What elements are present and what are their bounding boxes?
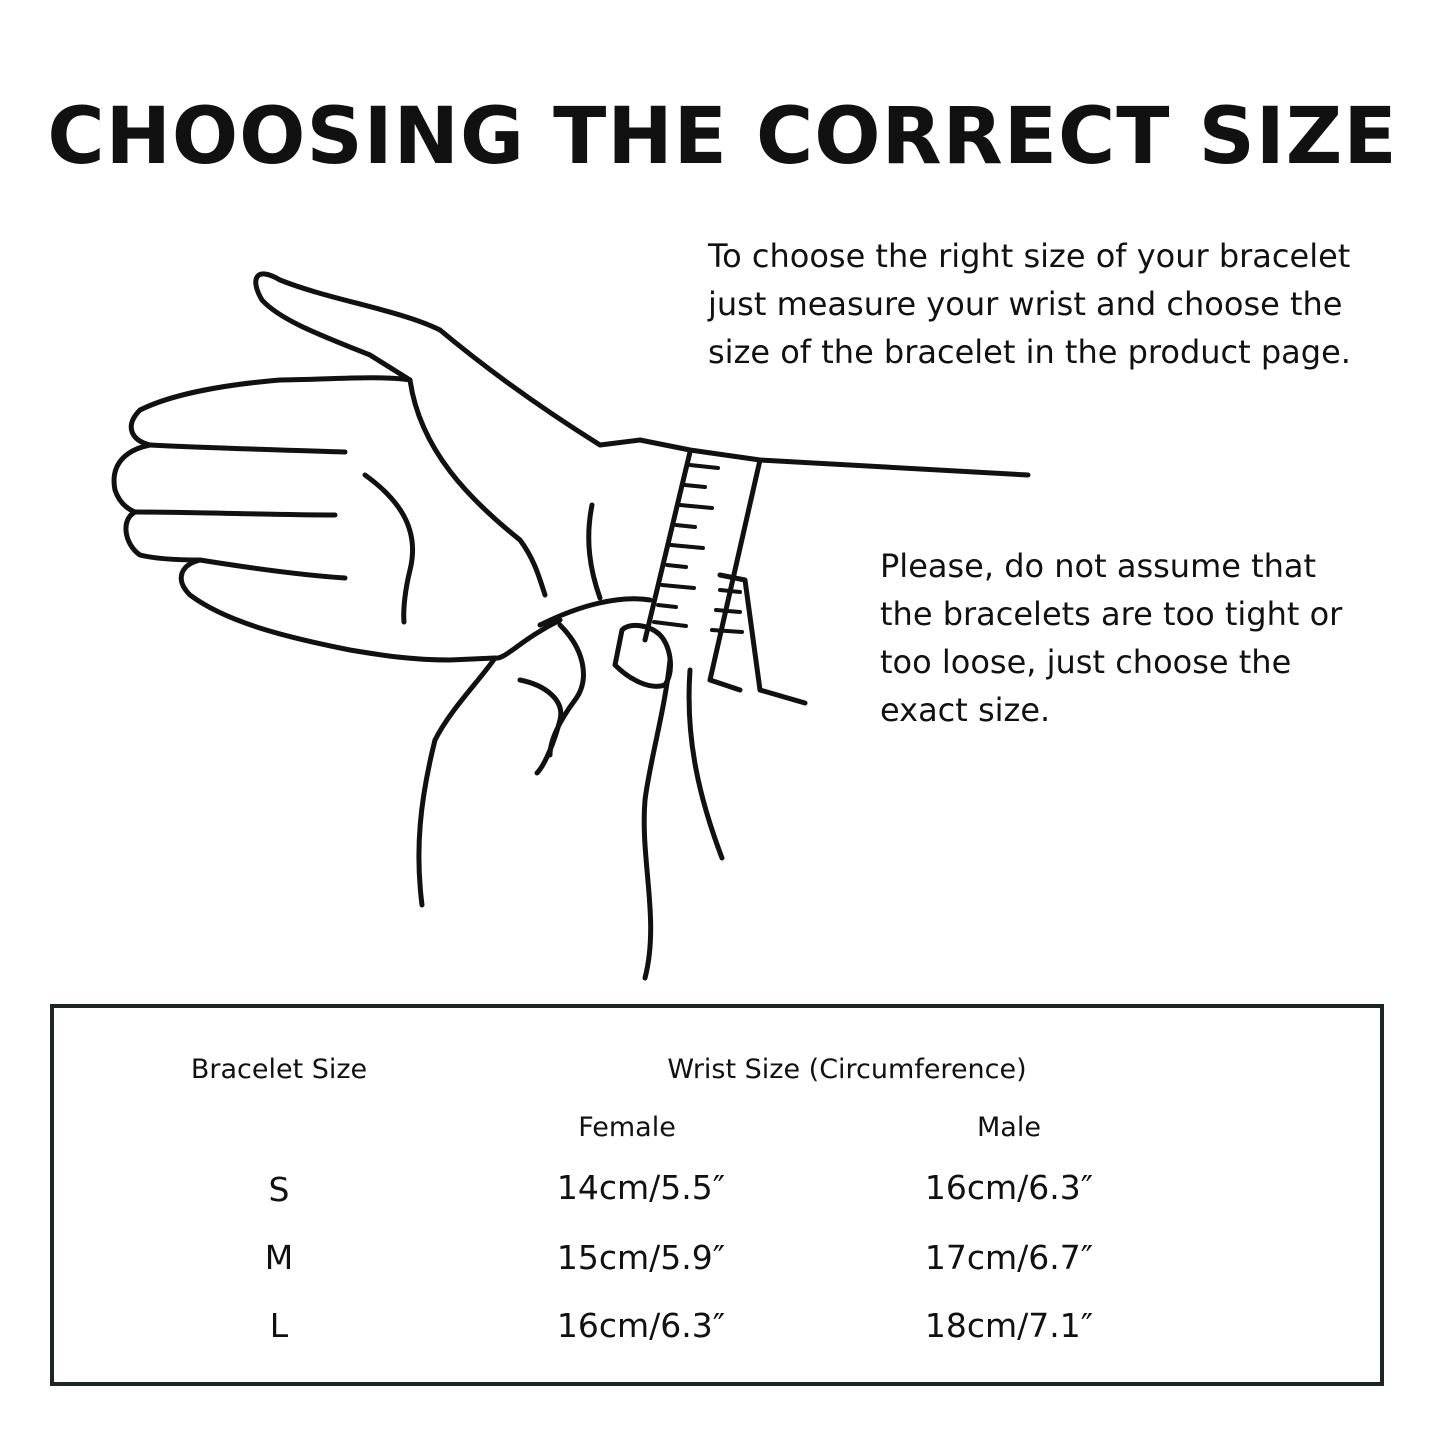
forearm-line — [686, 667, 725, 861]
hand-measuring-illustration — [111, 271, 1031, 981]
intro-line: size of the bracelet in the product page… — [708, 333, 1351, 371]
thumb-outline — [612, 622, 673, 689]
intro-line: To choose the right size of your bracele… — [708, 237, 1351, 275]
header-wrist-size: Wrist Size (Circumference) — [667, 1054, 1027, 1085]
forearm-line — [641, 657, 673, 981]
tape-ticks — [652, 463, 744, 634]
intro-line: just measure your wrist and choose the — [708, 285, 1343, 323]
row-m-size: M — [264, 1238, 294, 1277]
thumb-line — [407, 377, 548, 598]
tape-measure — [642, 449, 808, 706]
palm-line — [362, 472, 416, 625]
size-chart-table: Bracelet Size Wrist Size (Circumference)… — [50, 1004, 1384, 1386]
note-line: the bracelets are too tight or — [880, 595, 1343, 633]
wrist-line — [586, 502, 603, 601]
header-female: Female — [578, 1112, 676, 1143]
header-male: Male — [977, 1112, 1041, 1143]
row-m-female: 15cm/5.9″ — [556, 1238, 726, 1277]
finger-line — [132, 509, 338, 518]
intro-text: To choose the right size of your bracele… — [708, 232, 1408, 376]
row-m-male: 17cm/6.7″ — [924, 1238, 1094, 1277]
row-l-size: L — [269, 1306, 289, 1345]
row-l-male: 18cm/7.1″ — [924, 1306, 1094, 1345]
note-line: too loose, just choose the — [880, 643, 1292, 681]
row-s-male: 16cm/6.3″ — [924, 1168, 1094, 1207]
row-l-female: 16cm/6.3″ — [556, 1306, 726, 1345]
lower-hand-finger — [492, 596, 653, 661]
header-bracelet-size: Bracelet Size — [190, 1054, 368, 1085]
finger-line — [197, 557, 348, 581]
note-text: Please, do not assume that the bracelets… — [880, 542, 1400, 734]
hand-outline — [111, 271, 1031, 663]
knuckle-line — [517, 622, 586, 776]
note-line: Please, do not assume that — [880, 547, 1317, 585]
finger-line — [147, 442, 348, 455]
lower-hand-outline — [416, 655, 498, 908]
row-s-size: S — [268, 1170, 290, 1209]
page-title: CHOOSING THE CORRECT SIZE — [47, 92, 1398, 182]
note-line: exact size. — [880, 691, 1051, 729]
row-s-female: 14cm/5.5″ — [556, 1168, 726, 1207]
